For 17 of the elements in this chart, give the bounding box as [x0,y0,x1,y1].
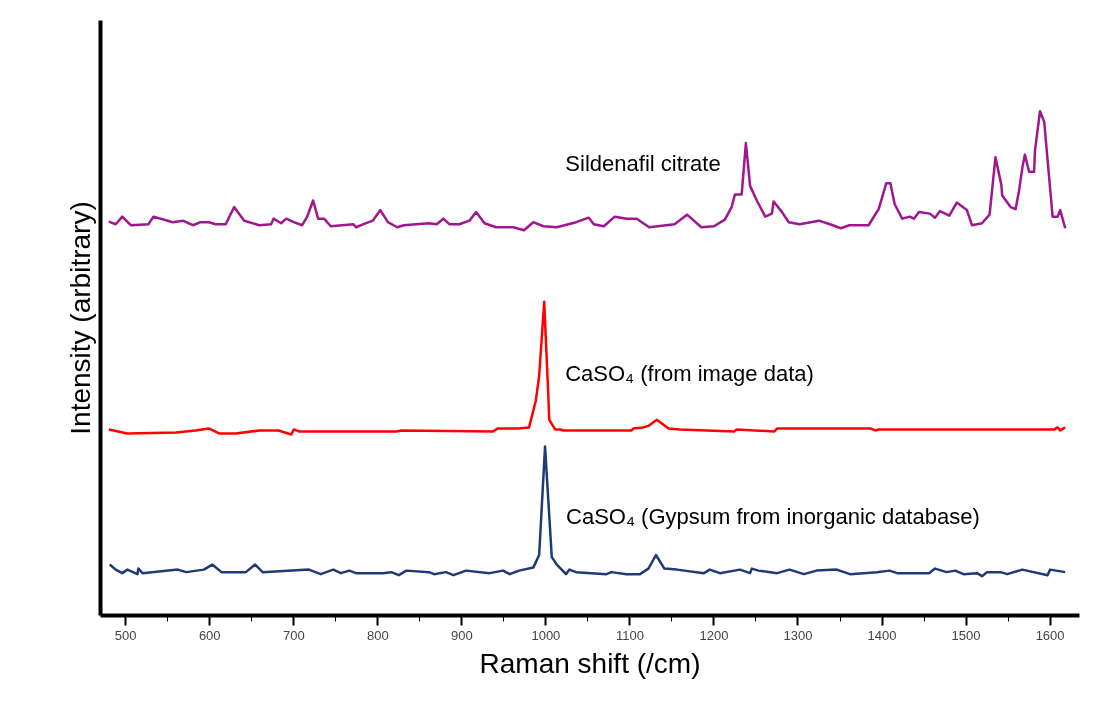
x-tick-label: 1600 [1035,627,1065,643]
x-tick-label: 1400 [867,627,897,643]
y-axis-title: Intensity (arbitrary) [64,201,96,435]
series-label: CaSO₄ (Gypsum from inorganic database) [566,504,980,530]
x-axis-title: Raman shift (/cm) [479,647,701,679]
x-tick-label: 1200 [699,627,729,643]
x-tick-label: 600 [198,627,221,643]
x-tick-label: 700 [282,627,305,643]
series-label: Sildenafil citrate [565,150,721,176]
x-tick-label: 800 [366,627,389,643]
x-tick-label: 500 [114,627,137,643]
x-tick-label: 900 [451,627,473,643]
series-label: CaSO₄ (from image data) [565,361,814,387]
x-tick-label: 1000 [531,627,561,643]
x-tick-label: 1100 [615,627,644,643]
x-tick-label: 1500 [951,627,981,643]
x-tick-label: 1300 [783,627,813,643]
